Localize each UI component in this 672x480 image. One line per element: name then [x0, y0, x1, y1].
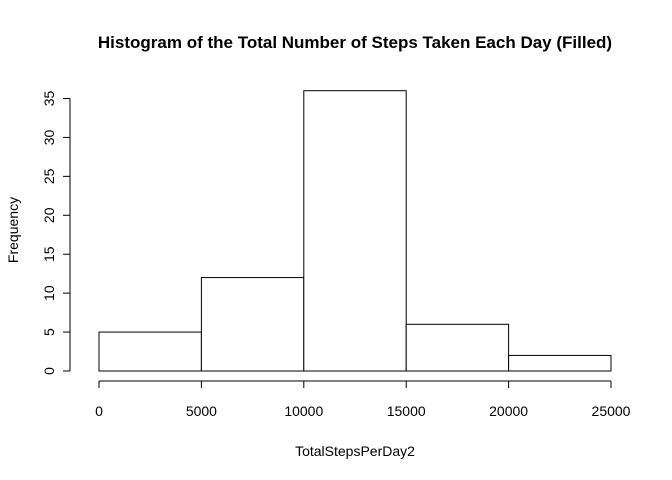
y-tick-label: 35 [41, 91, 57, 107]
histogram-bar-5 [508, 354, 612, 372]
x-tick-label: 25000 [592, 403, 631, 419]
x-tick-label: 20000 [489, 403, 528, 419]
y-tick-label: 10 [41, 285, 57, 301]
y-tick-label: 25 [41, 168, 57, 184]
x-tick-label: 5000 [186, 403, 217, 419]
x-tick-label: 10000 [284, 403, 323, 419]
x-tick-label: 15000 [387, 403, 426, 419]
chart-title: Histogram of the Total Number of Steps T… [98, 33, 612, 52]
y-tick-label: 30 [41, 129, 57, 145]
histogram-bar-4 [405, 323, 510, 372]
histogram-bar-2 [200, 277, 305, 372]
y-tick-label: 5 [41, 328, 57, 336]
x-tick-label: 0 [95, 403, 103, 419]
histogram-bar-3 [303, 90, 407, 372]
histogram-bar-1 [98, 331, 202, 372]
y-tick-label: 15 [41, 246, 57, 262]
bars-layer [98, 90, 612, 372]
y-axis-label: Frequency [5, 197, 21, 263]
y-tick-label: 20 [41, 207, 57, 223]
x-axis: 0 5000 10000 15000 20000 25000 [95, 380, 631, 419]
y-tick-label: 0 [41, 367, 57, 375]
x-axis-label: TotalStepsPerDay2 [295, 443, 415, 459]
y-axis: 0 5 10 15 20 25 30 35 [41, 91, 71, 375]
